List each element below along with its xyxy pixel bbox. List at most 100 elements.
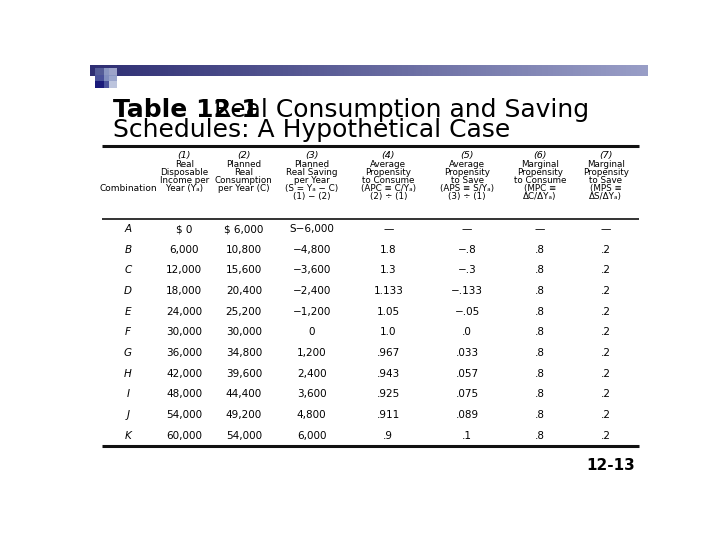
Text: Schedules: A Hypothetical Case: Schedules: A Hypothetical Case: [113, 118, 510, 142]
Text: Disposable: Disposable: [160, 167, 208, 177]
Text: 30,000: 30,000: [226, 327, 262, 338]
Text: Propensity: Propensity: [582, 167, 629, 177]
Bar: [578, 60, 582, 76]
Bar: [271, 60, 274, 76]
Text: 30,000: 30,000: [166, 327, 202, 338]
Text: .2: .2: [600, 307, 611, 317]
Bar: [464, 60, 467, 76]
Bar: [520, 60, 523, 76]
Bar: [168, 60, 171, 76]
Bar: [349, 60, 353, 76]
Text: Real: Real: [175, 159, 194, 168]
Bar: [132, 60, 135, 76]
Bar: [394, 60, 397, 76]
Bar: [617, 60, 621, 76]
Text: .2: .2: [600, 327, 611, 338]
Bar: [386, 60, 389, 76]
Bar: [285, 60, 289, 76]
Bar: [300, 60, 302, 76]
Bar: [556, 60, 559, 76]
Text: H: H: [124, 369, 132, 379]
Bar: [246, 60, 249, 76]
Bar: [140, 60, 143, 76]
Bar: [313, 60, 316, 76]
Bar: [626, 60, 629, 76]
Bar: [302, 60, 305, 76]
Bar: [333, 60, 336, 76]
Text: (2) ÷ (1): (2) ÷ (1): [369, 192, 407, 201]
Bar: [145, 60, 149, 76]
Bar: [642, 60, 646, 76]
Text: Propensity: Propensity: [366, 167, 411, 177]
Bar: [523, 60, 526, 76]
Bar: [294, 60, 297, 76]
Bar: [179, 60, 182, 76]
Bar: [564, 60, 567, 76]
Text: (5): (5): [460, 151, 474, 160]
Bar: [282, 60, 286, 76]
Text: Consumption: Consumption: [215, 176, 273, 185]
Text: 54,000: 54,000: [166, 410, 202, 420]
Bar: [600, 60, 604, 76]
Bar: [260, 60, 264, 76]
Text: .925: .925: [377, 389, 400, 399]
Text: Propensity: Propensity: [517, 167, 563, 177]
Bar: [107, 60, 110, 76]
Text: 24,000: 24,000: [166, 307, 202, 317]
Text: .2: .2: [600, 389, 611, 399]
Bar: [483, 60, 487, 76]
Bar: [453, 60, 456, 76]
Text: 48,000: 48,000: [166, 389, 202, 399]
Bar: [581, 60, 584, 76]
Bar: [422, 60, 426, 76]
Bar: [408, 60, 411, 76]
Text: .2: .2: [600, 266, 611, 275]
Text: −3,600: −3,600: [292, 266, 330, 275]
Bar: [176, 60, 180, 76]
Bar: [352, 60, 356, 76]
Bar: [486, 60, 490, 76]
Bar: [115, 60, 118, 76]
Text: .8: .8: [535, 286, 545, 296]
Bar: [500, 60, 503, 76]
Bar: [587, 60, 590, 76]
Text: Planned: Planned: [226, 159, 261, 168]
Text: (3): (3): [305, 151, 318, 160]
Bar: [612, 60, 615, 76]
Text: Marginal: Marginal: [587, 159, 625, 168]
Bar: [570, 60, 573, 76]
Bar: [492, 60, 495, 76]
Text: S−6,000: S−6,000: [289, 224, 334, 234]
Bar: [416, 60, 420, 76]
Text: to Consume: to Consume: [513, 176, 566, 185]
Bar: [319, 60, 322, 76]
Bar: [414, 60, 417, 76]
Text: .8: .8: [535, 266, 545, 275]
Text: Propensity: Propensity: [444, 167, 490, 177]
Text: .8: .8: [535, 307, 545, 317]
Text: —: —: [462, 224, 472, 234]
Text: Table 12-1: Table 12-1: [113, 98, 259, 122]
Text: Marginal: Marginal: [521, 159, 559, 168]
Bar: [233, 60, 235, 76]
Bar: [199, 60, 202, 76]
Bar: [598, 60, 601, 76]
Bar: [322, 60, 325, 76]
Text: (MPS ≡: (MPS ≡: [590, 184, 621, 193]
Bar: [263, 60, 266, 76]
Bar: [104, 75, 117, 88]
Text: .8: .8: [535, 389, 545, 399]
Bar: [478, 60, 481, 76]
Text: $ 0: $ 0: [176, 224, 192, 234]
Bar: [472, 60, 475, 76]
Text: Real: Real: [234, 167, 253, 177]
Text: C: C: [125, 266, 132, 275]
Text: (MPC ≡: (MPC ≡: [523, 184, 556, 193]
Text: 6,000: 6,000: [169, 245, 199, 255]
Bar: [389, 60, 392, 76]
Text: (S = Yₐ − C): (S = Yₐ − C): [285, 184, 338, 193]
Bar: [438, 60, 442, 76]
Bar: [498, 60, 500, 76]
Bar: [118, 60, 121, 76]
Text: .8: .8: [535, 410, 545, 420]
